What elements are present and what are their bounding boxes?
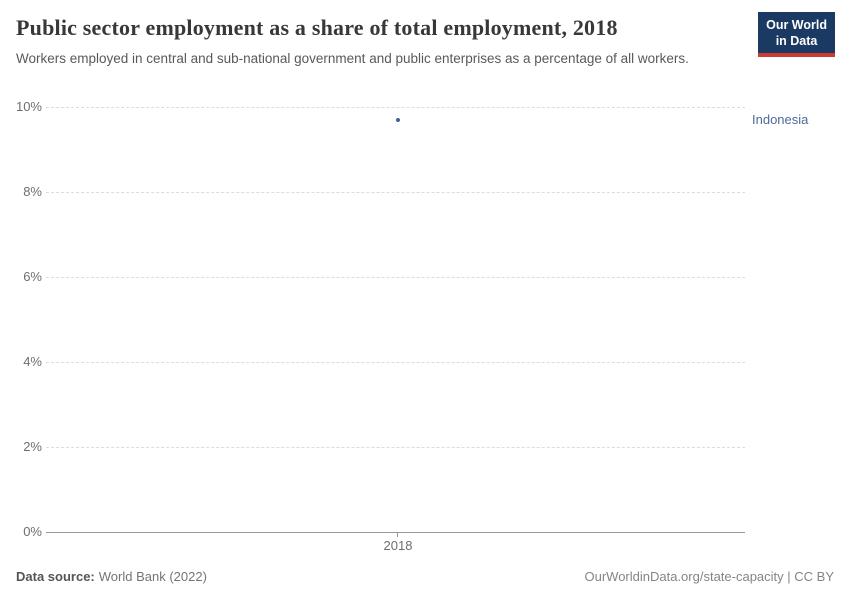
data-point-indonesia[interactable] — [395, 117, 400, 122]
x-axis-tick-mark — [397, 532, 398, 537]
gridline — [46, 277, 745, 278]
gridline — [46, 447, 745, 448]
y-axis-tick-label: 2% — [23, 439, 42, 454]
gridline — [46, 107, 745, 108]
y-axis-tick-label: 4% — [23, 354, 42, 369]
footer: Data source: World Bank (2022) OurWorldin… — [16, 569, 834, 584]
series-label-indonesia[interactable]: Indonesia — [752, 112, 809, 127]
data-source: Data source: World Bank (2022) — [16, 569, 207, 584]
data-source-value: World Bank (2022) — [98, 569, 207, 584]
x-axis-tick-label: 2018 — [383, 538, 413, 553]
footer-citation-link[interactable]: OurWorldinData.org/state-capacity | CC B… — [584, 569, 834, 584]
y-axis-tick-label: 8% — [23, 184, 42, 199]
gridline — [46, 362, 745, 363]
y-axis-tick-label: 0% — [23, 524, 42, 539]
y-axis-tick-label: 6% — [23, 269, 42, 284]
y-axis-tick-label: 10% — [15, 99, 42, 114]
owid-logo[interactable]: Our World in Data — [758, 12, 835, 58]
gridline — [46, 192, 745, 193]
chart-subtitle: Workers employed in central and sub-nati… — [16, 51, 689, 66]
owid-logo-line1: Our World — [766, 18, 827, 32]
x-axis-line — [46, 532, 745, 533]
chart-title: Public sector employment as a share of t… — [16, 15, 618, 40]
owid-logo-line2: in Data — [775, 33, 818, 48]
data-source-label: Data source: — [16, 569, 95, 584]
